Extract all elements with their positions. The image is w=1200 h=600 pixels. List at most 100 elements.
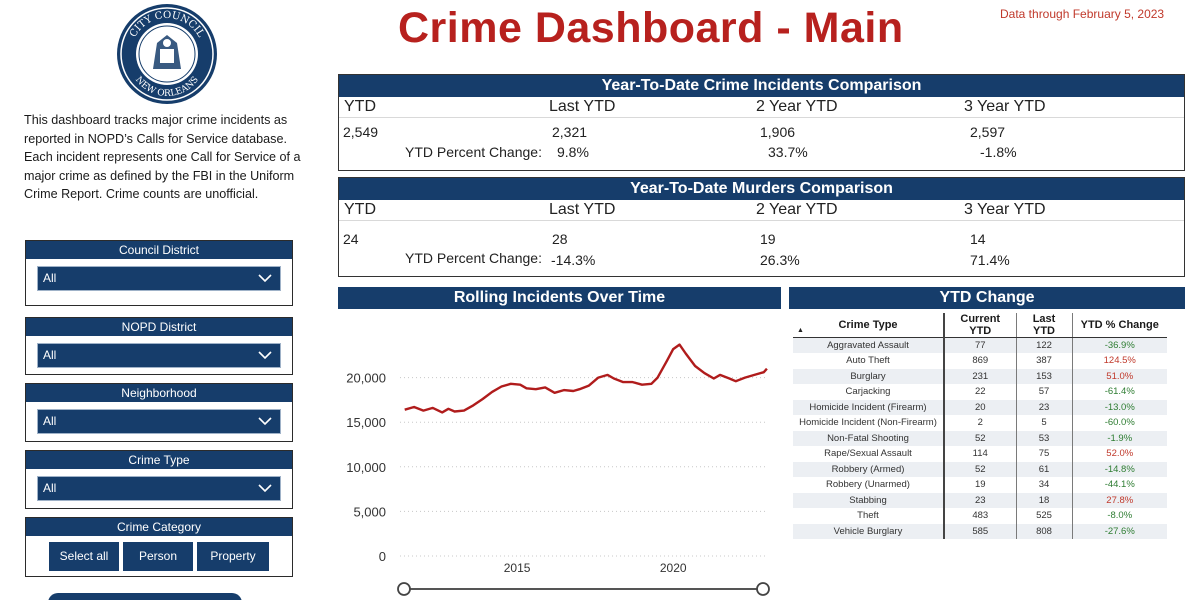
- table-row: Burglary 231 153 51.0%: [793, 368, 1167, 384]
- council-district-dropdown[interactable]: All: [37, 266, 281, 291]
- y-tick-label: 15,000: [346, 415, 386, 430]
- last-ytd-pct: -14.3%: [551, 252, 596, 268]
- property-button[interactable]: Property: [197, 542, 269, 571]
- col-last-ytd: Last YTD: [549, 98, 616, 115]
- chevron-down-icon: [258, 351, 272, 360]
- current-ytd-cell: 114: [943, 446, 1016, 462]
- header-crime-type[interactable]: Crime Type: [793, 313, 944, 338]
- ytd-value: 2,549: [343, 124, 379, 140]
- nopd-district-label: NOPD District: [26, 318, 292, 336]
- last-ytd-cell: 61: [1015, 461, 1072, 477]
- murders-comparison-title: Year-To-Date Murders Comparison: [339, 178, 1184, 200]
- two-year-ytd-value: 19: [760, 231, 776, 247]
- nopd-district-dropdown[interactable]: All: [37, 343, 281, 368]
- person-button[interactable]: Person: [123, 542, 193, 571]
- col-ytd: YTD: [344, 98, 376, 115]
- current-ytd-cell: 231: [943, 368, 1016, 384]
- current-ytd-cell: 23: [943, 492, 1016, 508]
- crime-type-cell: Carjacking: [845, 386, 891, 398]
- rolling-incidents-line: [404, 343, 768, 414]
- last-ytd-value: 28: [552, 231, 568, 247]
- three-year-pct: -1.8%: [980, 144, 1017, 160]
- ytd-pct-change-cell: -1.9%: [1071, 430, 1167, 446]
- col-last-ytd: Last YTD: [549, 201, 616, 218]
- crime-type-dropdown[interactable]: All: [37, 476, 281, 501]
- y-tick-label: 0: [379, 549, 386, 564]
- crime-type-cell: Stabbing: [793, 492, 944, 508]
- incidents-comparison-table: Year-To-Date Crime Incidents Comparison …: [338, 74, 1185, 171]
- col-2-year-ytd: 2 Year YTD: [756, 98, 838, 115]
- ytd-value: 24: [343, 231, 359, 247]
- ytd-change-title: YTD Change: [789, 287, 1185, 309]
- ytd-pct-change-cell: -60.0%: [1071, 415, 1167, 431]
- ytd-pct-change-cell: -36.9%: [1071, 337, 1167, 353]
- current-ytd-cell: 77: [943, 337, 1016, 353]
- two-year-pct: 33.7%: [768, 144, 808, 160]
- crime-type-label: Crime Type: [26, 451, 292, 469]
- neighborhood-dropdown[interactable]: All: [37, 409, 281, 434]
- col-3-year-ytd: 3 Year YTD: [964, 201, 1046, 218]
- table-row: Stabbing 23 18 27.8%: [793, 492, 1167, 508]
- header-ytd-pct-change[interactable]: YTD % Change: [1071, 313, 1167, 338]
- ytd-pct-change-cell: -44.1%: [1071, 477, 1167, 493]
- neighborhood-value: All: [43, 414, 57, 428]
- header-current-ytd[interactable]: Current YTD: [943, 313, 1016, 338]
- x-tick-label: 2015: [504, 561, 531, 575]
- two-year-pct: 26.3%: [760, 252, 800, 268]
- header-last-ytd[interactable]: Last YTD: [1015, 313, 1072, 338]
- y-tick-label: 20,000: [346, 371, 386, 386]
- y-tick-label: 10,000: [346, 460, 386, 475]
- council-district-label: Council District: [26, 241, 292, 259]
- last-ytd-cell: 18: [1015, 492, 1072, 508]
- range-slider-end-handle[interactable]: [756, 582, 770, 596]
- three-year-pct: 71.4%: [970, 252, 1010, 268]
- crime-type-cell: Non-Fatal Shooting: [793, 430, 944, 446]
- current-ytd-cell: 22: [943, 384, 1016, 400]
- neighborhood-slicer: Neighborhood All: [25, 383, 293, 442]
- ytd-pct-change-cell: -27.6%: [1071, 523, 1167, 539]
- ytd-pct-change-cell: 52.0%: [1071, 446, 1167, 462]
- chevron-down-icon: [258, 274, 272, 283]
- ytd-pct-change-cell: 124.5%: [1071, 353, 1167, 369]
- ytd-pct-change-cell: -14.8%: [1071, 461, 1167, 477]
- neighborhood-label: Neighborhood: [26, 384, 292, 402]
- table-row: Rape/Sexual Assault 114 75 52.0%: [793, 446, 1167, 462]
- select-all-button[interactable]: Select all: [49, 542, 119, 571]
- ytd-change-table: Crime Type Current YTD Last YTD YTD % Ch…: [793, 313, 1167, 539]
- last-ytd-cell: 57: [1015, 384, 1072, 400]
- table-row: Homicide Incident (Firearm) 20 23 -13.0%: [793, 399, 1167, 415]
- nopd-district-slicer: NOPD District All: [25, 317, 293, 375]
- crime-type-cell: Aggravated Assault: [793, 337, 944, 353]
- current-ytd-cell: 585: [943, 523, 1016, 539]
- council-district-value: All: [43, 271, 57, 285]
- table-row: Theft 483 525 -8.0%: [793, 508, 1167, 524]
- crime-type-cell: Robbery (Armed): [793, 461, 944, 477]
- chevron-down-icon: [258, 417, 272, 426]
- three-year-ytd-value: 2,597: [970, 124, 1006, 140]
- range-slider-start-handle[interactable]: [397, 582, 411, 596]
- city-council-seal: CITY COUNCIL NEW ORLEANS: [117, 4, 217, 104]
- pct-change-label: YTD Percent Change:: [405, 144, 542, 160]
- two-year-ytd-value: 1,906: [760, 124, 796, 140]
- page-title: Crime Dashboard - Main: [398, 4, 904, 52]
- crime-type-cell: Rape/Sexual Assault: [824, 448, 912, 460]
- crime-type-cell: Homicide Incident (Firearm): [793, 399, 944, 415]
- crime-type-slicer: Crime Type All: [25, 450, 293, 509]
- last-ytd-cell: 153: [1015, 368, 1072, 384]
- crime-type-cell: Homicide Incident (Non-Firearm): [799, 417, 937, 429]
- crime-type-cell: Theft: [857, 510, 879, 522]
- ytd-pct-change-cell: -8.0%: [1071, 508, 1167, 524]
- crime-type-cell: Burglary: [793, 368, 944, 384]
- crime-type-value: All: [43, 481, 57, 495]
- current-ytd-cell: 2: [943, 415, 1016, 431]
- murders-comparison-table: Year-To-Date Murders Comparison YTD Last…: [338, 177, 1185, 277]
- navigation-button[interactable]: [48, 593, 242, 600]
- col-3-year-ytd: 3 Year YTD: [964, 98, 1046, 115]
- y-tick-label: 5,000: [353, 504, 386, 519]
- rolling-incidents-title: Rolling Incidents Over Time: [338, 287, 781, 309]
- crime-category-slicer: Crime Category Select all Person Propert…: [25, 517, 293, 577]
- current-ytd-cell: 20: [943, 399, 1016, 415]
- current-ytd-cell: 52: [943, 430, 1016, 446]
- table-row: Vehicle Burglary 585 808 -27.6%: [793, 523, 1167, 539]
- chevron-down-icon: [258, 484, 272, 493]
